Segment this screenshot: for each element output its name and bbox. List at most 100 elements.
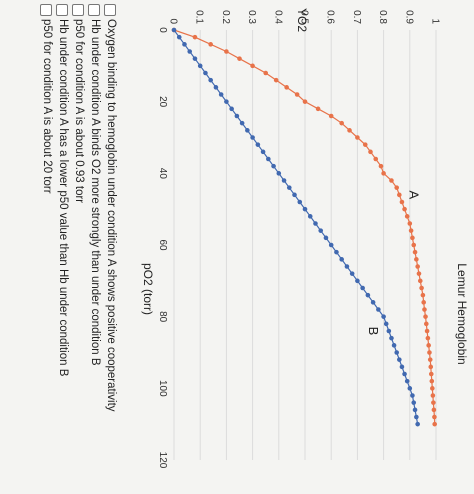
data-point-a [410, 235, 415, 241]
data-point-a [432, 421, 437, 427]
data-point-a [421, 300, 426, 305]
data-point-b [250, 135, 255, 140]
y-tick-label: 0 [168, 18, 179, 24]
data-point-b [302, 206, 308, 212]
data-point-b [292, 192, 297, 198]
data-point-a [404, 214, 410, 219]
option-label: p50 for condition A is about 0.93 torr [72, 19, 85, 204]
data-point-a [192, 34, 198, 40]
data-point-b [360, 285, 365, 291]
data-point-a [362, 142, 368, 147]
x-axis-label: pO2 (torr) [141, 263, 155, 315]
data-point-b [402, 371, 407, 377]
data-point-b [297, 199, 303, 205]
option-radio[interactable] [72, 4, 84, 16]
option-label: Hb under condition A binds O2 more stron… [88, 19, 101, 366]
y-tick-label: 0.1 [194, 10, 205, 24]
data-point-b [394, 350, 399, 355]
data-point-b [182, 42, 187, 47]
data-point-b [386, 328, 392, 334]
data-point-a [339, 120, 344, 126]
data-point-a [250, 63, 255, 69]
data-point-a [284, 85, 289, 90]
x-tick-label: 80 [157, 311, 168, 323]
data-point-a [429, 378, 435, 384]
answer-options: Oxygen binding to hemoglobin under condi… [38, 4, 118, 412]
data-point-b [399, 364, 405, 370]
data-point-b [255, 142, 261, 147]
y-tick-label: 0.9 [403, 10, 414, 24]
series-line-a [173, 29, 436, 425]
data-point-a [408, 228, 414, 233]
data-point-a [347, 128, 352, 133]
x-tick-label: 120 [157, 452, 168, 469]
y-tick-label: 0.5 [299, 10, 310, 24]
chart-title: Lemur Hemoglobin [455, 263, 469, 364]
data-point-a [415, 264, 420, 269]
data-point-b [203, 70, 208, 76]
answer-option[interactable]: Oxygen binding to hemoglobin under condi… [102, 4, 118, 412]
data-point-b [171, 27, 177, 33]
data-point-b [412, 407, 418, 413]
option-radio[interactable] [40, 4, 52, 16]
data-point-b [334, 249, 339, 255]
option-label: p50 for condition A is about 20 torr [40, 19, 53, 194]
data-point-b [245, 128, 250, 133]
data-point-b [407, 386, 413, 391]
data-point-a [423, 314, 428, 319]
data-point-b [391, 343, 397, 348]
data-point-a [431, 407, 437, 413]
data-point-b [404, 378, 410, 384]
data-point-a [419, 285, 424, 291]
answer-option[interactable]: p50 for condition A is about 20 torr [38, 4, 54, 412]
data-point-b [376, 307, 381, 312]
answer-option[interactable]: Hb under condition A has a lower p50 val… [54, 4, 70, 412]
option-label: Oxygen binding to hemoglobin under condi… [104, 19, 117, 412]
data-point-b [239, 120, 245, 126]
y-tick-label: 0.2 [220, 10, 231, 24]
answer-option[interactable]: p50 for condition A is about 0.93 torr [70, 4, 86, 412]
data-point-a [422, 307, 427, 312]
option-radio[interactable] [104, 4, 116, 16]
data-point-b [383, 321, 389, 327]
data-point-a [430, 386, 435, 391]
y-axis-label: YO2 [295, 8, 309, 32]
data-point-a [389, 178, 394, 183]
answer-option[interactable]: Hb under condition A binds O2 more stron… [86, 4, 102, 412]
data-point-b [307, 214, 313, 219]
option-label: Hb under condition A has a lower p50 val… [56, 19, 69, 377]
data-point-b [411, 400, 417, 405]
data-point-b [224, 99, 229, 104]
data-point-a [208, 42, 213, 47]
x-tick-label: 0 [157, 27, 168, 33]
data-point-a [424, 328, 430, 334]
y-tick-label: 0.7 [351, 10, 362, 24]
data-point-a [394, 185, 399, 190]
data-point-a [427, 350, 432, 355]
data-point-a [399, 199, 405, 205]
data-point-a [373, 156, 379, 162]
data-point-b [176, 34, 182, 40]
data-point-b [323, 235, 329, 241]
option-radio[interactable] [56, 4, 68, 16]
data-point-a [412, 249, 418, 255]
data-point-b [213, 85, 219, 90]
data-point-b [197, 63, 203, 69]
option-radio[interactable] [88, 4, 100, 16]
data-point-b [313, 221, 318, 226]
data-point-a [411, 242, 417, 248]
y-tick-label: 1 [430, 18, 441, 24]
data-point-b [415, 421, 420, 427]
data-point-b [318, 228, 324, 233]
curve-label-b: B [366, 327, 381, 336]
data-point-a [378, 163, 384, 169]
data-point-a [430, 393, 436, 398]
data-point-b [260, 149, 266, 155]
data-point-b [397, 357, 402, 362]
data-point-a [355, 135, 360, 140]
data-point-b [208, 77, 213, 83]
data-point-b [389, 335, 394, 341]
data-point-a [368, 149, 373, 155]
data-point-a [428, 371, 434, 377]
